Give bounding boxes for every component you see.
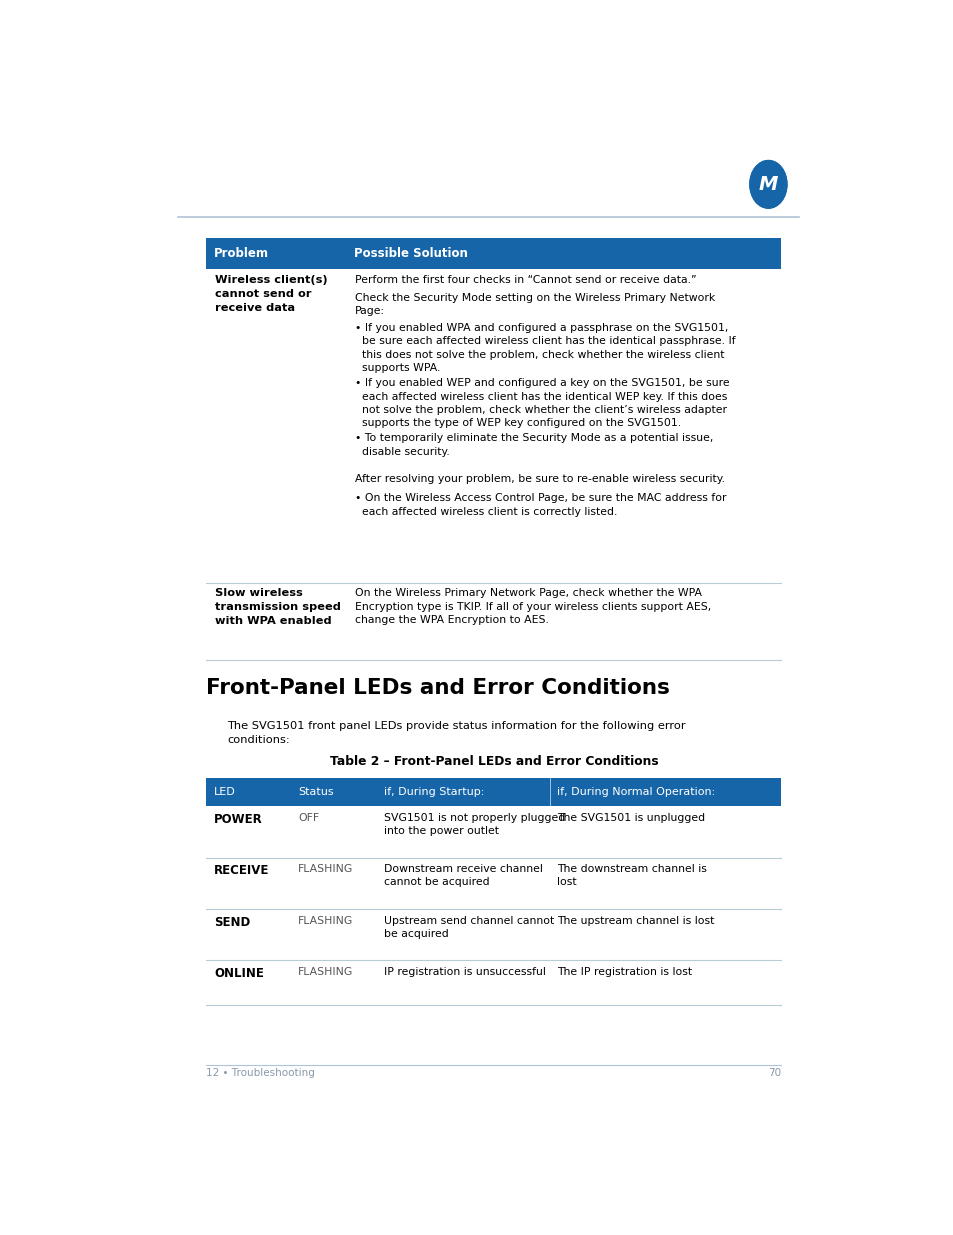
Text: The SVG1501 is unplugged: The SVG1501 is unplugged [557, 813, 704, 823]
Text: LED: LED [213, 787, 235, 797]
Text: The SVG1501 front panel LEDs provide status information for the following error
: The SVG1501 front panel LEDs provide sta… [227, 721, 685, 745]
Text: IP registration is unsuccessful: IP registration is unsuccessful [383, 967, 545, 977]
Text: On the Wireless Primary Network Page, check whether the WPA
Encryption type is T: On the Wireless Primary Network Page, ch… [355, 589, 711, 625]
Text: Ⓜ: Ⓜ [759, 169, 777, 198]
Bar [206, 778, 781, 806]
Text: Status: Status [298, 787, 334, 797]
Text: RECEIVE: RECEIVE [213, 864, 269, 877]
Text: Problem: Problem [213, 247, 269, 259]
Text: Check the Security Mode setting on the Wireless Primary Network
Page:: Check the Security Mode setting on the W… [355, 293, 715, 316]
Text: if, During Normal Operation:: if, During Normal Operation: [557, 787, 715, 797]
Text: SEND: SEND [213, 915, 250, 929]
Text: FLASHING: FLASHING [298, 915, 353, 925]
Text: Perform the first four checks in “Cannot send or receive data.”: Perform the first four checks in “Cannot… [355, 274, 696, 285]
Bar [206, 237, 781, 269]
Text: 70: 70 [767, 1068, 781, 1078]
Text: After resolving your problem, be sure to re-enable wireless security.: After resolving your problem, be sure to… [355, 474, 724, 484]
Text: FLASHING: FLASHING [298, 864, 353, 874]
Text: Upstream send channel cannot
be acquired: Upstream send channel cannot be acquired [383, 915, 554, 939]
Text: Possible Solution: Possible Solution [354, 247, 467, 259]
Text: POWER: POWER [213, 813, 262, 826]
Text: The downstream channel is
lost: The downstream channel is lost [557, 864, 706, 888]
Text: Table 2 – Front-Panel LEDs and Error Conditions: Table 2 – Front-Panel LEDs and Error Con… [330, 755, 658, 768]
Text: Front-Panel LEDs and Error Conditions: Front-Panel LEDs and Error Conditions [206, 678, 670, 698]
Text: • To temporarily eliminate the Security Mode as a potential issue,
  disable sec: • To temporarily eliminate the Security … [355, 433, 713, 457]
Text: • On the Wireless Access Control Page, be sure the MAC address for
  each affect: • On the Wireless Access Control Page, b… [355, 494, 726, 516]
Text: Downstream receive channel
cannot be acquired: Downstream receive channel cannot be acq… [383, 864, 542, 888]
Text: SVG1501 is not properly plugged
into the power outlet: SVG1501 is not properly plugged into the… [383, 813, 564, 836]
Text: 12 • Troubleshooting: 12 • Troubleshooting [206, 1068, 315, 1078]
Text: Slow wireless
transmission speed
with WPA enabled: Slow wireless transmission speed with WP… [215, 589, 341, 626]
Text: • If you enabled WEP and configured a key on the SVG1501, be sure
  each affecte: • If you enabled WEP and configured a ke… [355, 378, 729, 429]
Text: The upstream channel is lost: The upstream channel is lost [557, 915, 714, 925]
Text: M: M [758, 175, 778, 194]
Circle shape [749, 161, 786, 209]
Text: OFF: OFF [298, 813, 319, 823]
Text: ONLINE: ONLINE [213, 967, 263, 979]
Text: FLASHING: FLASHING [298, 967, 353, 977]
Circle shape [749, 161, 786, 209]
Text: Wireless client(s)
cannot send or
receive data: Wireless client(s) cannot send or receiv… [215, 274, 328, 312]
Text: The IP registration is lost: The IP registration is lost [557, 967, 691, 977]
Text: if, During Startup:: if, During Startup: [383, 787, 484, 797]
Text: • If you enabled WPA and configured a passphrase on the SVG1501,
  be sure each : • If you enabled WPA and configured a pa… [355, 324, 735, 373]
